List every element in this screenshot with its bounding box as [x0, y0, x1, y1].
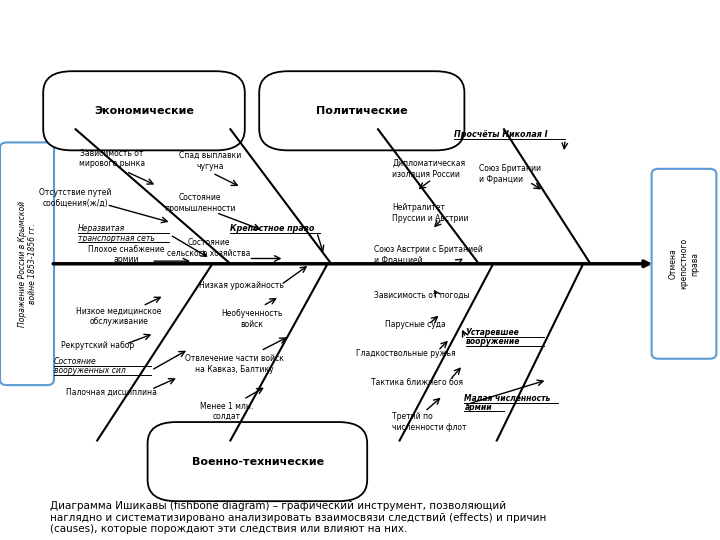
FancyBboxPatch shape [0, 143, 54, 385]
Text: Неразвитая: Неразвитая [78, 224, 125, 233]
Text: вооружённых сил: вооружённых сил [54, 366, 126, 375]
Text: Нейтралитет
Пруссии и Австрии: Нейтралитет Пруссии и Австрии [392, 204, 469, 223]
Text: Отмена
крепостного
права: Отмена крепостного права [669, 238, 699, 289]
Text: транспортная сеть: транспортная сеть [78, 234, 155, 243]
Text: Плохое снабжение
армии: Плохое снабжение армии [88, 245, 164, 264]
Text: Отвлечение части войск
на Кавказ, Балтику: Отвлечение части войск на Кавказ, Балтик… [184, 354, 284, 374]
Text: Политические: Политические [316, 106, 408, 116]
Text: Рекрутский набор: Рекрутский набор [60, 341, 134, 350]
Text: Устаревшее: Устаревшее [466, 328, 520, 337]
Text: Менее 1 млн.
солдат: Менее 1 млн. солдат [200, 402, 253, 421]
Text: Спад выплавки
чугуна: Спад выплавки чугуна [179, 151, 241, 171]
Text: Гладкоствольные ружья: Гладкоствольные ружья [356, 349, 456, 358]
Text: Союз Австрии с Британией
и Францией: Союз Австрии с Британией и Францией [374, 245, 483, 265]
FancyBboxPatch shape [259, 71, 464, 150]
Text: Отсутствие путей
сообщения(ж/д): Отсутствие путей сообщения(ж/д) [40, 188, 112, 207]
Text: Диаграмма Ишикавы (fishbone diagram) – графический инструмент, позволяющий
нагля: Диаграмма Ишикавы (fishbone diagram) – г… [50, 501, 546, 535]
Text: Поражение России в Крымской
войне 1853-1856 гг.: Поражение России в Крымской войне 1853-1… [18, 201, 37, 327]
FancyBboxPatch shape [148, 422, 367, 501]
Text: Палочная дисциплина: Палочная дисциплина [66, 388, 157, 397]
Text: Зависимость от погоды: Зависимость от погоды [374, 291, 470, 300]
Text: Необученность
войск: Необученность войск [221, 309, 283, 329]
Text: Состояние
промышленности: Состояние промышленности [164, 193, 236, 213]
Text: Третий по
численности флот: Третий по численности флот [392, 413, 467, 432]
Text: Экономические: Экономические [94, 106, 194, 116]
Text: Состояние
сельского хозяйства: Состояние сельского хозяйства [167, 238, 251, 258]
Text: Союз Британии
и Франции: Союз Британии и Франции [479, 164, 541, 184]
Text: Военно-технические: Военно-технические [192, 457, 324, 467]
Text: Низкая урожайность: Низкая урожайность [199, 281, 284, 291]
Text: Парусные суда: Парусные суда [385, 320, 446, 329]
Text: Просчёты Николая I: Просчёты Николая I [454, 130, 547, 139]
Text: Крепостное право: Крепостное право [230, 224, 315, 233]
Text: Низкое медицинское
обслуживание: Низкое медицинское обслуживание [76, 307, 161, 326]
Text: Дипломатическая
изоляция России: Дипломатическая изоляция России [392, 159, 466, 179]
FancyBboxPatch shape [652, 169, 716, 359]
Text: Малая численность: Малая численность [464, 394, 551, 403]
Text: Состояние: Состояние [54, 357, 96, 366]
Text: армии: армии [464, 403, 492, 412]
Text: Зависимость от
мирового рынка: Зависимость от мирового рынка [78, 148, 145, 168]
Text: вооружение: вооружение [466, 337, 521, 346]
FancyBboxPatch shape [43, 71, 245, 150]
Text: Тактика ближнего боя: Тактика ближнего боя [371, 378, 463, 387]
